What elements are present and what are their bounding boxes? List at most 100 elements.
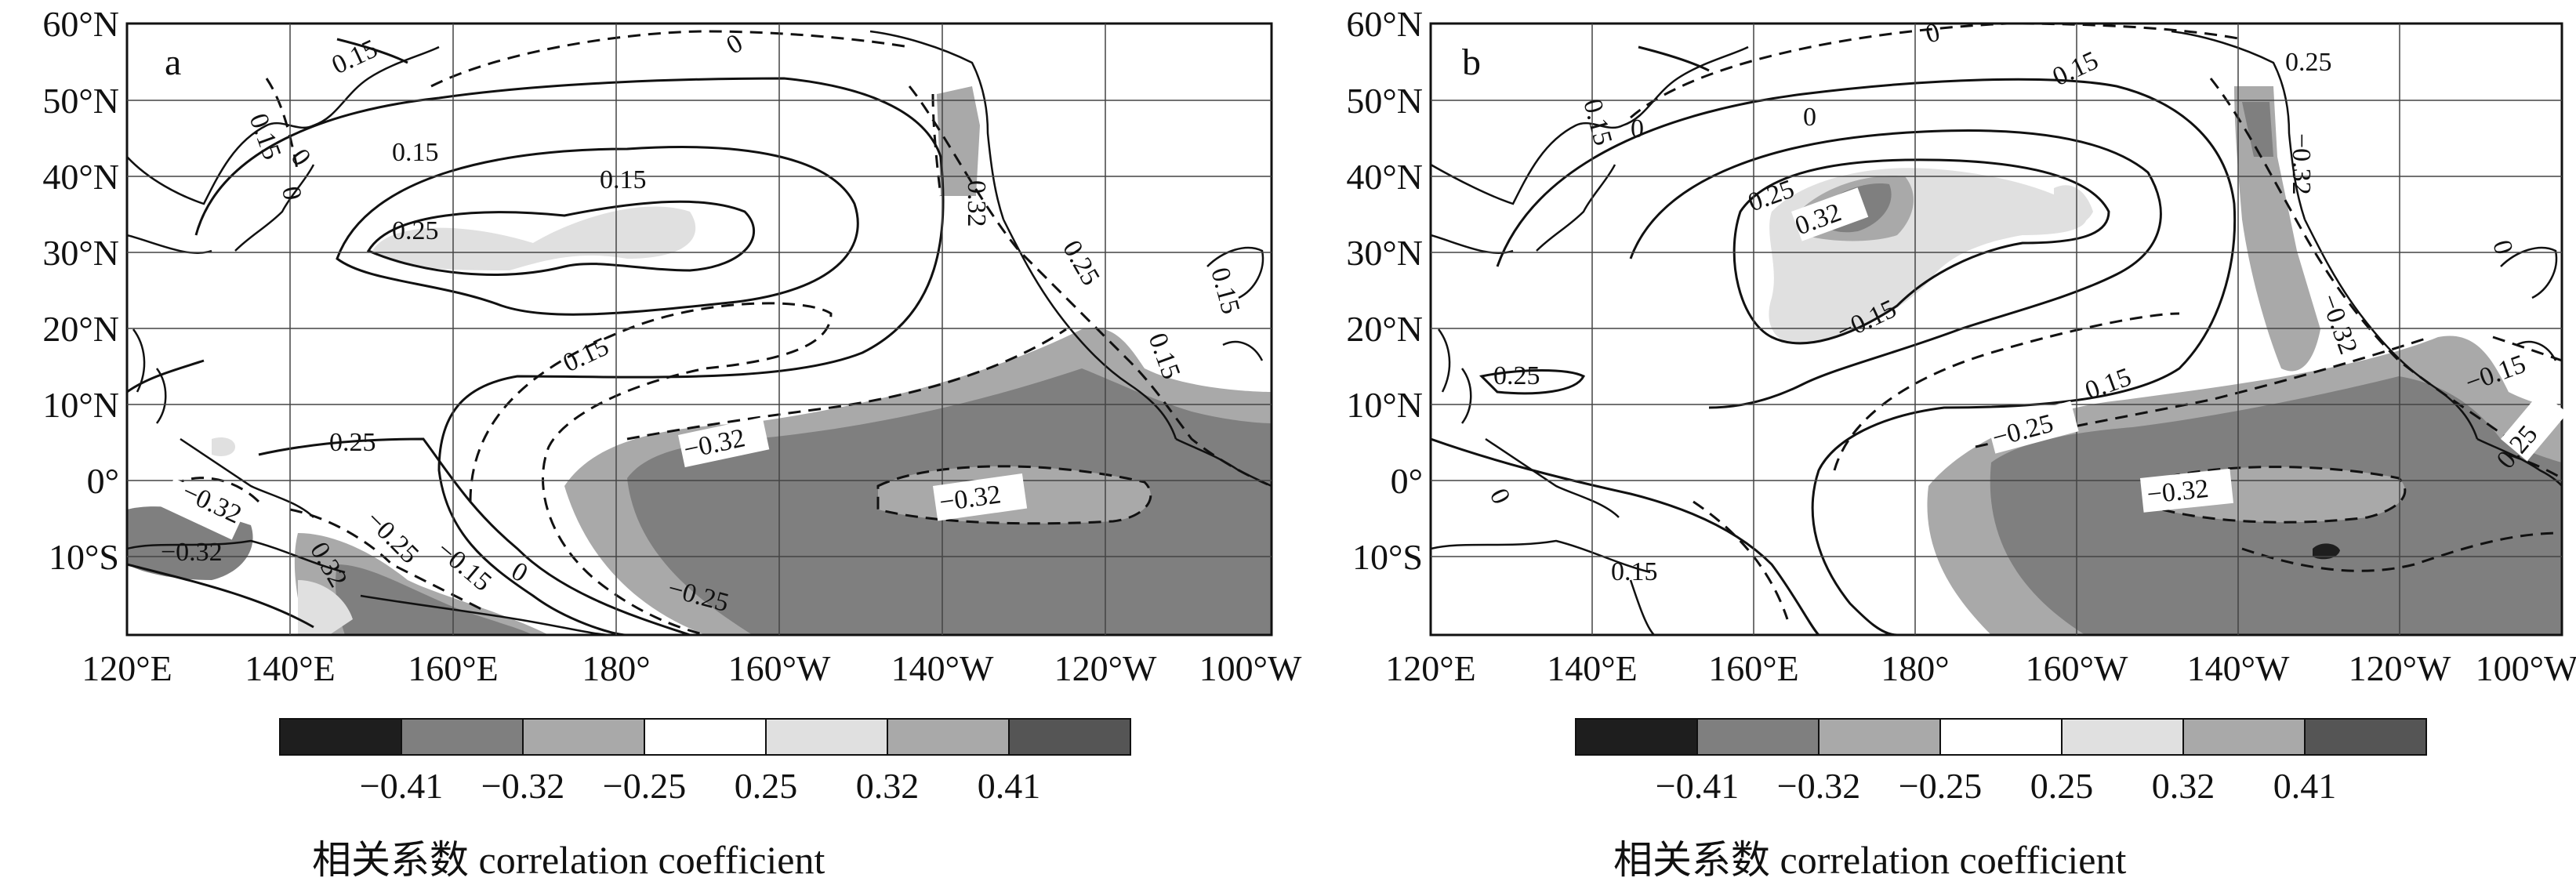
- colorbar-label: −0.32: [1777, 766, 1860, 806]
- colorbar-label: 0.32: [2152, 766, 2215, 806]
- lat-label: 20°N: [1346, 309, 1423, 349]
- lon-label: 160°W: [2026, 648, 2128, 688]
- contour-label: 0: [276, 184, 307, 202]
- lon-label: 160°E: [1708, 648, 1799, 688]
- map-b-frame: [1429, 22, 2563, 637]
- map-a-shade-west-dark: [336, 564, 533, 635]
- colorbar-b: [1575, 718, 2427, 756]
- contour-label: 0.25: [329, 428, 376, 457]
- colorbar-swatch: [2061, 718, 2184, 756]
- colorbar-swatch: [1818, 718, 1941, 756]
- colorbar-label: −0.41: [360, 766, 443, 806]
- contour-label: −0.32: [161, 538, 223, 567]
- map-a-coastlines: [127, 30, 1272, 635]
- lat-label: 40°N: [42, 157, 119, 197]
- colorbar-label: 0.41: [978, 766, 1041, 806]
- map-a-shade-alaska-coast: [937, 86, 980, 196]
- map-b-dark-dot: [2313, 543, 2340, 560]
- colorbar-swatch: [765, 718, 888, 756]
- contour-label: 0: [1631, 114, 1644, 143]
- lat-label: 10°N: [1346, 385, 1423, 425]
- map-a-lon-labels: 120°E 140°E 160°E 180° 160°W 140°W 120°W…: [82, 648, 1302, 688]
- contour-label: 0.15: [600, 165, 647, 194]
- colorbar-swatch: [887, 718, 1010, 756]
- colorbar-a-labels: −0.41 −0.32 −0.25 0.25 0.32 0.41: [360, 766, 1040, 806]
- map-b-gridlines: [1431, 24, 2562, 635]
- label-bg: [161, 478, 245, 540]
- lon-label: 180°: [582, 648, 650, 688]
- lat-label: 10°N: [42, 385, 119, 425]
- contour-label: 0.25: [2285, 48, 2332, 77]
- lat-label: 30°N: [1346, 233, 1423, 273]
- lon-label: 120°W: [2349, 648, 2451, 688]
- lat-label: 50°N: [42, 81, 119, 121]
- map-a-shade-west-dot: [212, 437, 235, 456]
- contour-label: 0.32: [962, 180, 991, 227]
- lon-label: 100°W: [1199, 648, 1302, 688]
- lon-label: 140°W: [2187, 648, 2290, 688]
- lat-label: 0°: [87, 461, 119, 501]
- lon-label: 160°W: [728, 648, 831, 688]
- map-a-lat-labels: 60°N 50°N 40°N 30°N 20°N 10°N 0° 10°S: [42, 4, 119, 577]
- colorbar-swatch: [1939, 718, 2063, 756]
- colorbar-b-labels: −0.41 −0.32 −0.25 0.25 0.32 0.41: [1656, 766, 2336, 806]
- lon-label: 160°E: [408, 648, 499, 688]
- colorbar-label: 0.25: [735, 766, 798, 806]
- lat-label: 10°S: [1352, 537, 1423, 577]
- contour-label: 0: [1803, 103, 1816, 132]
- lat-label: 0°: [1391, 461, 1423, 501]
- map-a-svg: a 0.15 0.15 0.15 0 0.15 0 0.25 0.15 0.32…: [42, 4, 1302, 806]
- map-b-svg: b 0 0.15 0.15 0 0.25 0 0.32 −0.32 −0.32 …: [1346, 4, 2576, 806]
- colorbar-swatch: [2304, 718, 2427, 756]
- lon-label: 120°E: [1385, 648, 1476, 688]
- map-b-shade-alaska-dark: [2242, 102, 2273, 157]
- lon-label: 140°E: [245, 648, 336, 688]
- colorbar-label: 0.25: [2030, 766, 2094, 806]
- label-bg: [1791, 187, 1869, 241]
- colorbar-swatch: [2182, 718, 2306, 756]
- lat-label: 40°N: [1346, 157, 1423, 197]
- colorbar-title-a: 相关系数 correlation coefficient: [312, 838, 825, 882]
- colorbar-a: [279, 718, 1131, 756]
- contour-label: −0.32: [2287, 133, 2316, 195]
- colorbar-title-b: 相关系数 correlation coefficient: [1613, 838, 2127, 882]
- lon-label: 140°E: [1547, 648, 1638, 688]
- colorbar-swatch: [401, 718, 524, 756]
- lat-label: 50°N: [1346, 81, 1423, 121]
- map-a-frame: [125, 22, 1273, 637]
- colorbar-swatch: [1575, 718, 1698, 756]
- map-a-dashed-contours: [172, 30, 1272, 635]
- colorbar-swatch: [644, 718, 767, 756]
- lat-label: 10°S: [49, 537, 119, 577]
- map-b-shade-alaska-coast: [2234, 86, 2320, 372]
- lon-label: 120°W: [1054, 648, 1157, 688]
- colorbar-label: 0.41: [2273, 766, 2337, 806]
- colorbar-label: −0.41: [1656, 766, 1739, 806]
- panel-letter-b: b: [1462, 42, 1481, 83]
- contour-label: 0.25: [1493, 361, 1540, 390]
- contour-label: 0.15: [1611, 557, 1658, 586]
- lat-label: 20°N: [42, 309, 119, 349]
- colorbar-swatch: [1696, 718, 1820, 756]
- map-b-lon-labels: 120°E 140°E 160°E 180° 160°W 140°W 120°W…: [1385, 648, 2576, 688]
- map-panel-a: a 0.15 0.15 0.15 0 0.15 0 0.25 0.15 0.32…: [0, 0, 1302, 882]
- lon-label: 180°: [1881, 648, 1949, 688]
- contour-label: −0.32: [2146, 474, 2210, 510]
- colorbar-label: 0.32: [856, 766, 920, 806]
- label-bg: [1987, 401, 2079, 454]
- label-bg: [2501, 390, 2568, 462]
- lat-label: 60°N: [1346, 4, 1423, 44]
- label-bg: [2140, 468, 2233, 513]
- colorbar-label: −0.25: [603, 766, 686, 806]
- map-a-gridlines: [127, 24, 1272, 635]
- contour-label: 0.25: [392, 216, 439, 245]
- map-a-solid-contours: [127, 38, 945, 635]
- colorbar-swatch: [1008, 718, 1131, 756]
- panel-letter-a: a: [165, 42, 181, 83]
- lon-label: 140°W: [891, 648, 994, 688]
- contour-label: 0.15: [392, 138, 439, 167]
- colorbar-label: −0.25: [1899, 766, 1982, 806]
- lon-label: 100°W: [2476, 648, 2576, 688]
- lat-label: 30°N: [42, 233, 119, 273]
- map-panel-b: b 0 0.15 0.15 0 0.25 0 0.32 −0.32 −0.32 …: [1301, 0, 2576, 882]
